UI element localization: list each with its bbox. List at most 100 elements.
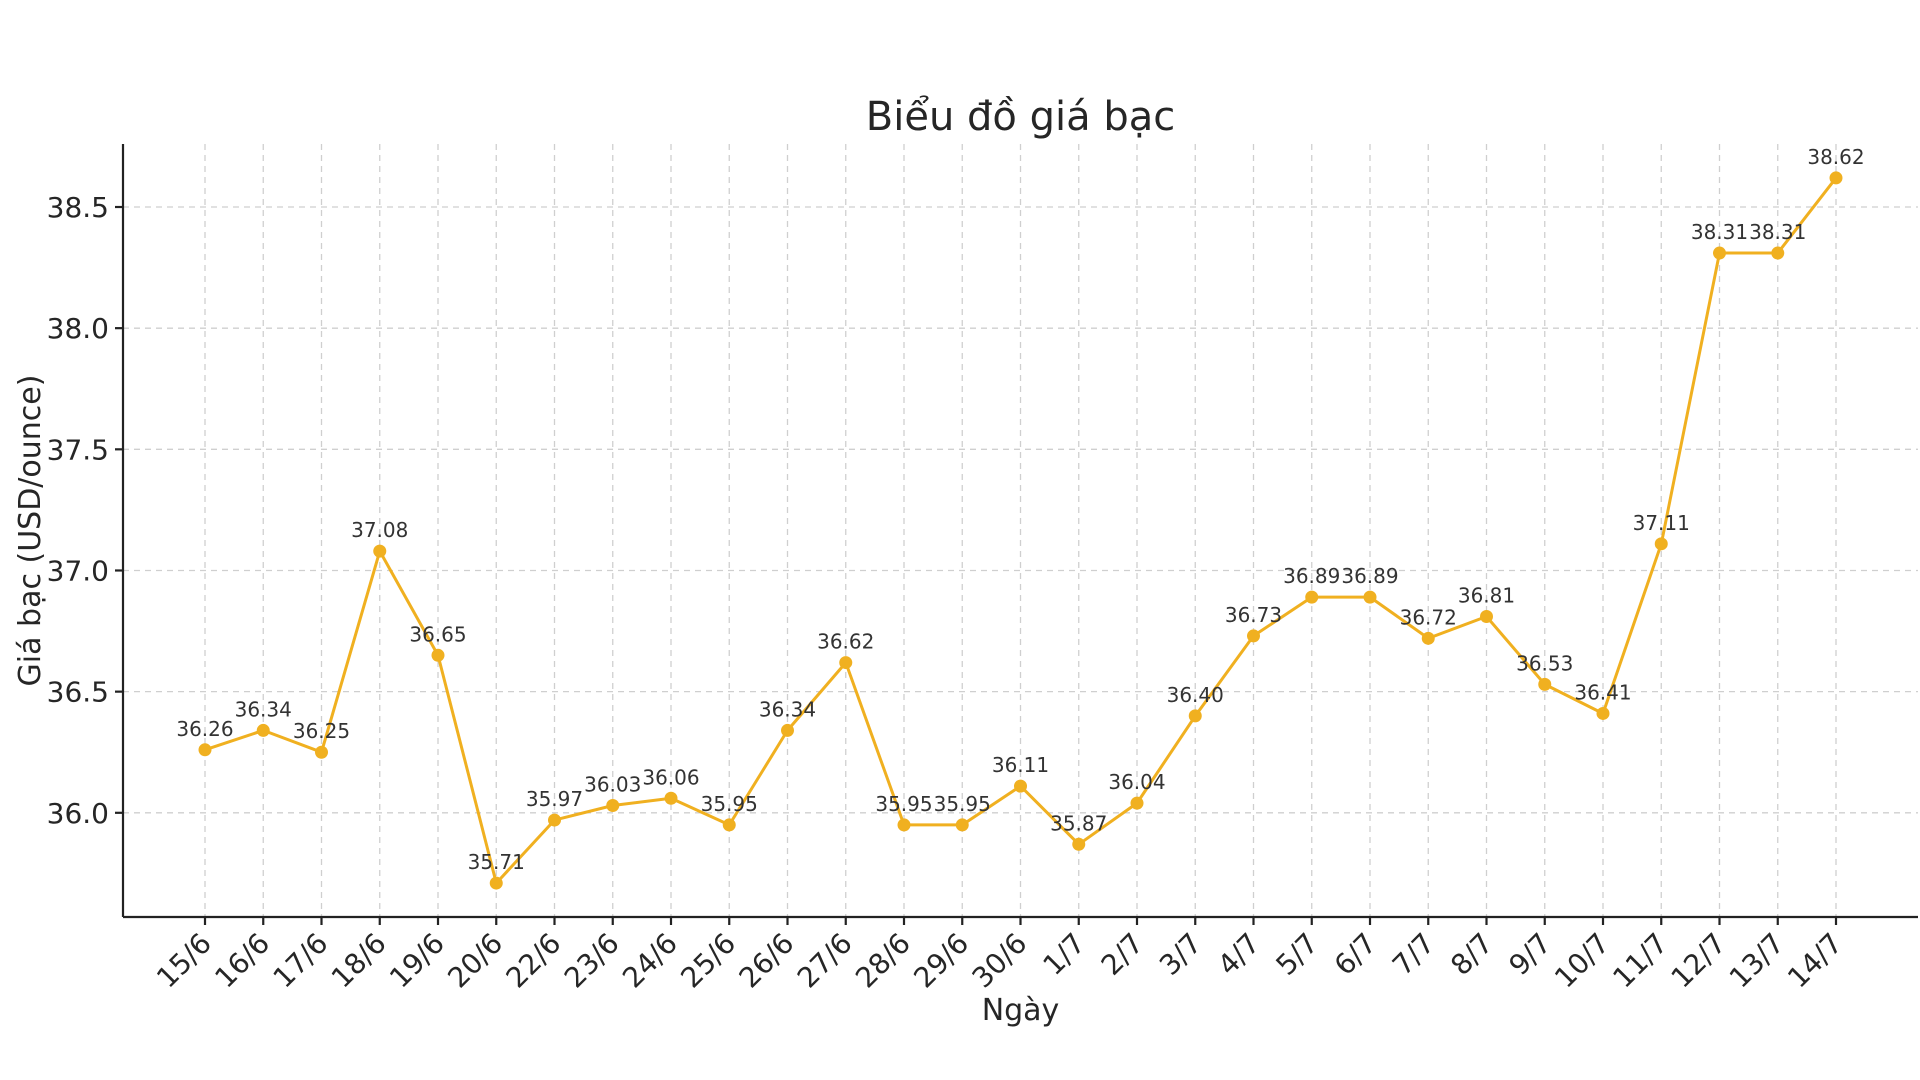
y-tick-label: 38.0 xyxy=(47,312,109,345)
data-label: 37.08 xyxy=(351,518,408,542)
data-label: 38.31 xyxy=(1691,220,1748,244)
data-point xyxy=(781,723,794,737)
y-tick-label: 36.5 xyxy=(47,676,109,709)
x-tick-label: 26/6 xyxy=(733,927,801,995)
data-point xyxy=(1305,590,1319,604)
y-tick-label: 38.5 xyxy=(47,191,109,224)
data-label: 36.72 xyxy=(1400,605,1457,629)
data-label: 36.73 xyxy=(1225,603,1282,627)
data-label: 37.11 xyxy=(1633,511,1690,535)
data-label: 38.31 xyxy=(1749,220,1806,244)
data-label: 38.62 xyxy=(1807,145,1864,169)
x-tick-label: 10/7 xyxy=(1548,927,1616,995)
data-label: 36.89 xyxy=(1341,564,1398,588)
data-point xyxy=(1188,709,1202,723)
data-label: 36.53 xyxy=(1516,651,1573,675)
data-point xyxy=(1130,796,1144,810)
data-label: 35.87 xyxy=(1050,811,1107,835)
data-point xyxy=(1247,629,1260,643)
x-tick-label: 1/7 xyxy=(1037,927,1092,982)
data-label: 36.81 xyxy=(1458,584,1515,608)
data-point xyxy=(664,791,678,805)
x-tick-label: 8/7 xyxy=(1444,927,1499,982)
data-point xyxy=(1480,610,1493,624)
x-tick-label: 23/6 xyxy=(558,927,626,995)
data-point xyxy=(256,723,270,737)
x-tick-label: 13/7 xyxy=(1723,927,1791,995)
data-point xyxy=(1072,837,1086,851)
x-tick-label: 22/6 xyxy=(500,927,568,995)
data-point xyxy=(198,743,212,757)
x-axis-ticks: 15/616/617/618/619/620/622/623/624/625/6… xyxy=(150,917,1849,994)
data-labels: 36.2636.3436.2537.0836.6535.7135.9736.03… xyxy=(176,145,1864,874)
data-label: 35.97 xyxy=(526,787,583,811)
data-label: 36.26 xyxy=(176,717,233,741)
y-tick-label: 36.0 xyxy=(47,797,109,830)
data-point xyxy=(315,745,328,759)
data-point xyxy=(722,818,736,832)
data-point xyxy=(1771,246,1785,260)
x-tick-label: 17/6 xyxy=(267,927,335,995)
data-point xyxy=(489,876,503,890)
data-point xyxy=(431,648,445,662)
data-label: 36.40 xyxy=(1167,683,1224,707)
x-tick-label: 2/7 xyxy=(1095,927,1150,982)
x-tick-label: 29/6 xyxy=(907,927,975,995)
x-tick-label: 4/7 xyxy=(1211,927,1266,982)
data-point xyxy=(1829,171,1843,185)
data-point xyxy=(1654,537,1668,551)
data-label: 36.04 xyxy=(1108,770,1165,794)
x-tick-label: 19/6 xyxy=(383,927,451,995)
x-tick-label: 27/6 xyxy=(791,927,859,995)
x-tick-label: 12/7 xyxy=(1665,927,1733,995)
data-label: 36.34 xyxy=(235,697,292,721)
data-label: 36.89 xyxy=(1283,564,1340,588)
data-point xyxy=(1014,779,1027,793)
y-tick-label: 37.5 xyxy=(47,433,109,466)
x-tick-label: 6/7 xyxy=(1328,927,1383,982)
data-point xyxy=(897,818,911,832)
x-tick-label: 15/6 xyxy=(150,927,218,995)
x-tick-label: 30/6 xyxy=(966,927,1034,995)
data-points xyxy=(198,171,1843,890)
x-tick-label: 18/6 xyxy=(325,927,393,995)
x-axis-label: Ngày xyxy=(982,993,1060,1028)
data-point xyxy=(1363,590,1377,604)
x-tick-label: 11/7 xyxy=(1606,927,1674,995)
data-label: 36.03 xyxy=(584,773,641,797)
data-point xyxy=(606,799,620,813)
data-point xyxy=(1596,706,1610,720)
data-label: 36.62 xyxy=(817,630,874,654)
x-tick-label: 24/6 xyxy=(616,927,684,995)
data-label: 35.95 xyxy=(875,792,932,816)
grid xyxy=(123,144,1918,917)
x-tick-label: 3/7 xyxy=(1153,927,1208,982)
data-point xyxy=(548,813,561,827)
y-axis-ticks: 36.0 36.5 37.0 37.5 38.0 38.5 xyxy=(47,191,123,830)
data-label: 36.11 xyxy=(992,753,1049,777)
x-tick-label: 5/7 xyxy=(1270,927,1325,982)
data-label: 36.06 xyxy=(642,765,699,789)
chart-title: Biểu đồ giá bạc xyxy=(866,94,1175,140)
data-point xyxy=(1538,677,1552,691)
data-label: 36.34 xyxy=(759,697,816,721)
x-tick-label: 25/6 xyxy=(674,927,742,995)
x-tick-label: 20/6 xyxy=(441,927,509,995)
data-point xyxy=(1713,246,1726,260)
data-label: 36.41 xyxy=(1574,680,1631,704)
data-label: 35.71 xyxy=(468,850,525,874)
data-label: 35.95 xyxy=(934,792,991,816)
x-tick-label: 28/6 xyxy=(849,927,917,995)
data-label: 36.65 xyxy=(409,622,466,646)
data-label: 36.25 xyxy=(293,719,350,743)
data-point xyxy=(839,656,853,670)
data-point xyxy=(1421,631,1435,645)
data-point xyxy=(955,818,969,832)
data-point xyxy=(373,544,387,558)
x-tick-label: 7/7 xyxy=(1386,927,1441,982)
y-axis-label: Giá bạc (USD/ounce) xyxy=(13,375,48,687)
x-tick-label: 16/6 xyxy=(208,927,276,995)
y-tick-label: 37.0 xyxy=(47,554,109,587)
